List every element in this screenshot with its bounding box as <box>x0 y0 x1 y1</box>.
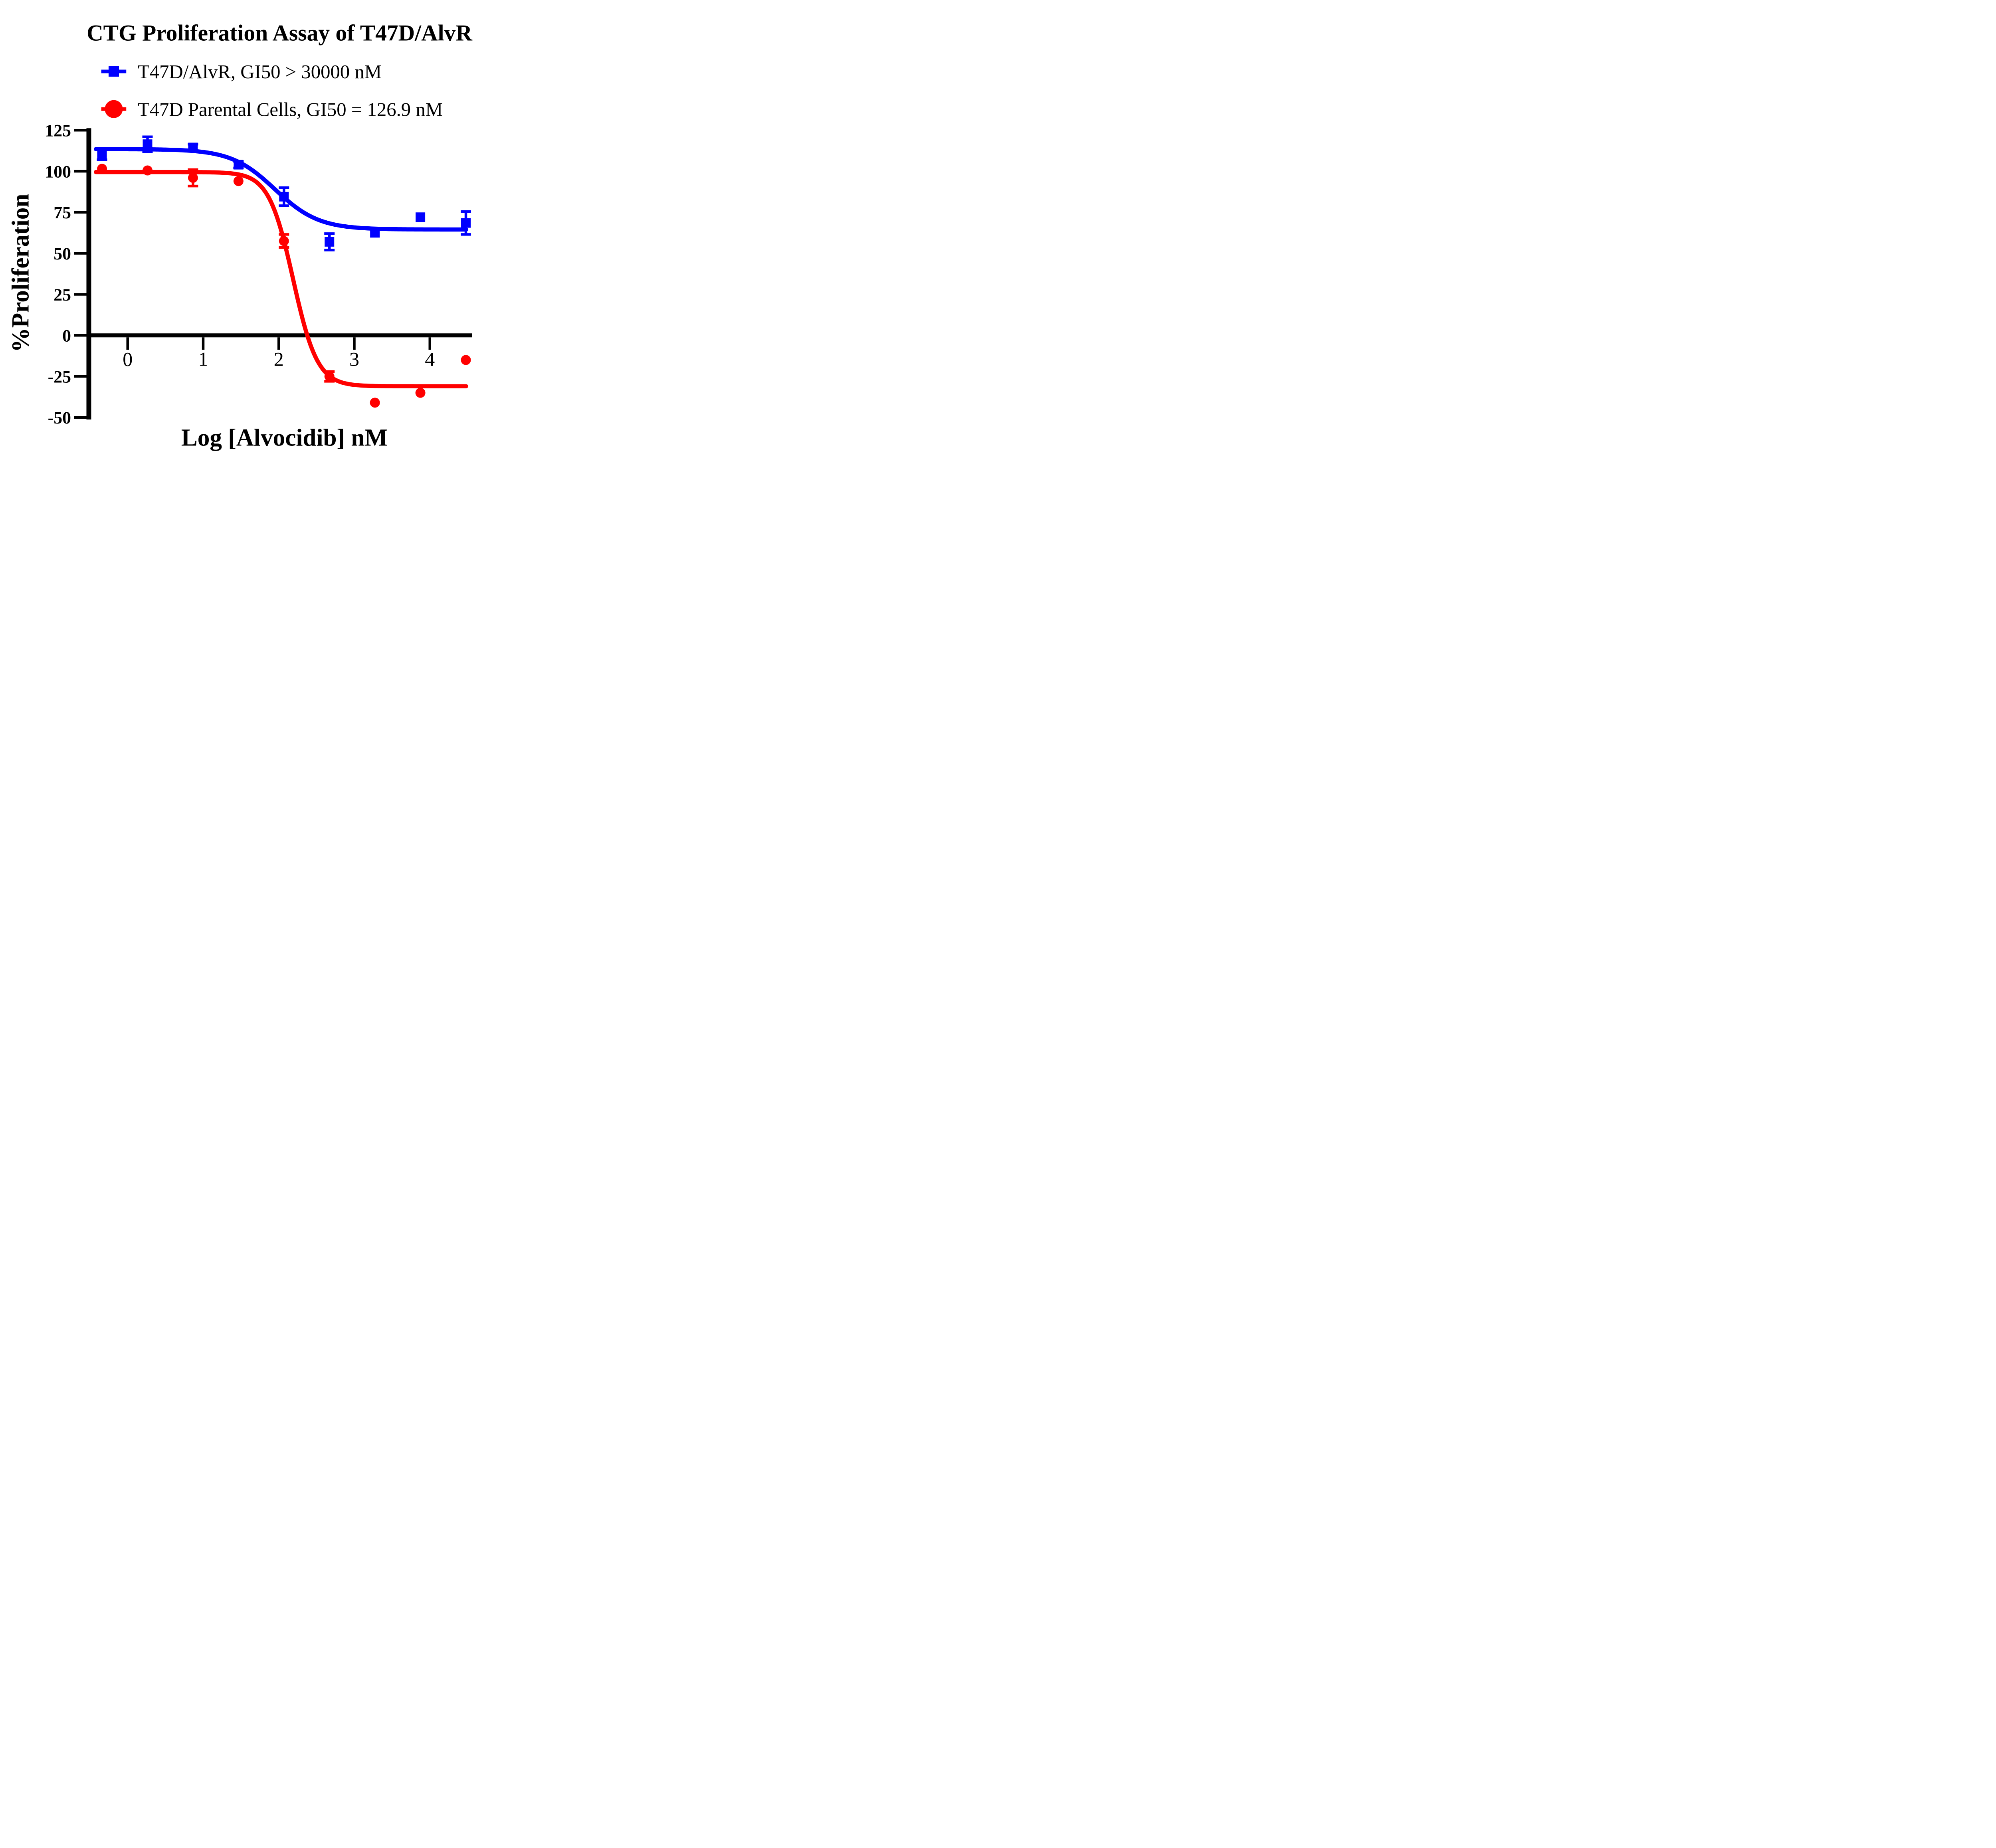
data-point-circle <box>324 371 335 382</box>
x-tick-label: 4 <box>425 348 435 370</box>
y-tick-label: 0 <box>62 326 71 346</box>
proliferation-assay-chart: CTG Proliferation Assay of T47D/AlvR T47… <box>7 21 473 451</box>
legend: T47D/AlvR, GI50 > 30000 nM T47D Parental … <box>101 61 443 120</box>
data-point-circle <box>233 176 244 186</box>
data-point-square <box>143 139 152 149</box>
data-point-square <box>188 142 198 152</box>
chart-title: CTG Proliferation Assay of T47D/AlvR <box>87 21 473 46</box>
x-axis-title: Log [Alvocidib] nM <box>181 424 388 451</box>
data-point-circle <box>143 165 153 176</box>
data-point-square <box>416 212 426 222</box>
x-axis-line <box>86 333 472 338</box>
fit-curve-2 <box>94 170 468 388</box>
data-point-circle <box>188 173 198 183</box>
y-tick-label: 100 <box>45 162 71 181</box>
figure-canvas: CTG Proliferation Assay of T47D/AlvR T47… <box>0 0 523 462</box>
x-tick-label: 0 <box>123 348 133 370</box>
legend-marker-circle <box>105 100 123 118</box>
data-point-square <box>370 228 380 238</box>
data-point-square <box>234 160 244 170</box>
x-tick-label: 2 <box>274 348 284 370</box>
axes: 125 100 75 50 25 0 -25 -50 0 1 2 3 4 <box>45 121 472 427</box>
y-tick-label: 125 <box>45 121 71 140</box>
data-points <box>97 139 471 408</box>
data-point-square <box>325 237 335 247</box>
y-tick-label: 50 <box>53 244 71 263</box>
x-tick-label: 1 <box>198 348 208 370</box>
data-point-circle <box>415 388 426 398</box>
y-tick-label: -50 <box>48 408 71 427</box>
x-tick-label: 3 <box>349 348 359 370</box>
data-point-square <box>461 218 471 228</box>
y-axis-title: %Proliferation <box>7 194 34 352</box>
data-point-circle <box>461 355 471 365</box>
data-point-circle <box>97 164 107 174</box>
y-tick-label: -25 <box>48 367 71 386</box>
y-tick-label: 25 <box>53 285 71 305</box>
legend-marker-square <box>109 66 119 77</box>
fit-curve-1 <box>94 147 468 232</box>
y-tick-label: 75 <box>53 203 71 222</box>
data-point-square <box>279 192 289 202</box>
data-point-square <box>97 149 107 159</box>
data-point-circle <box>370 398 380 408</box>
legend-label: T47D/AlvR, GI50 > 30000 nM <box>138 61 382 83</box>
legend-label: T47D Parental Cells, GI50 = 126.9 nM <box>138 99 443 120</box>
y-axis-line <box>86 128 91 419</box>
data-point-circle <box>279 236 289 246</box>
